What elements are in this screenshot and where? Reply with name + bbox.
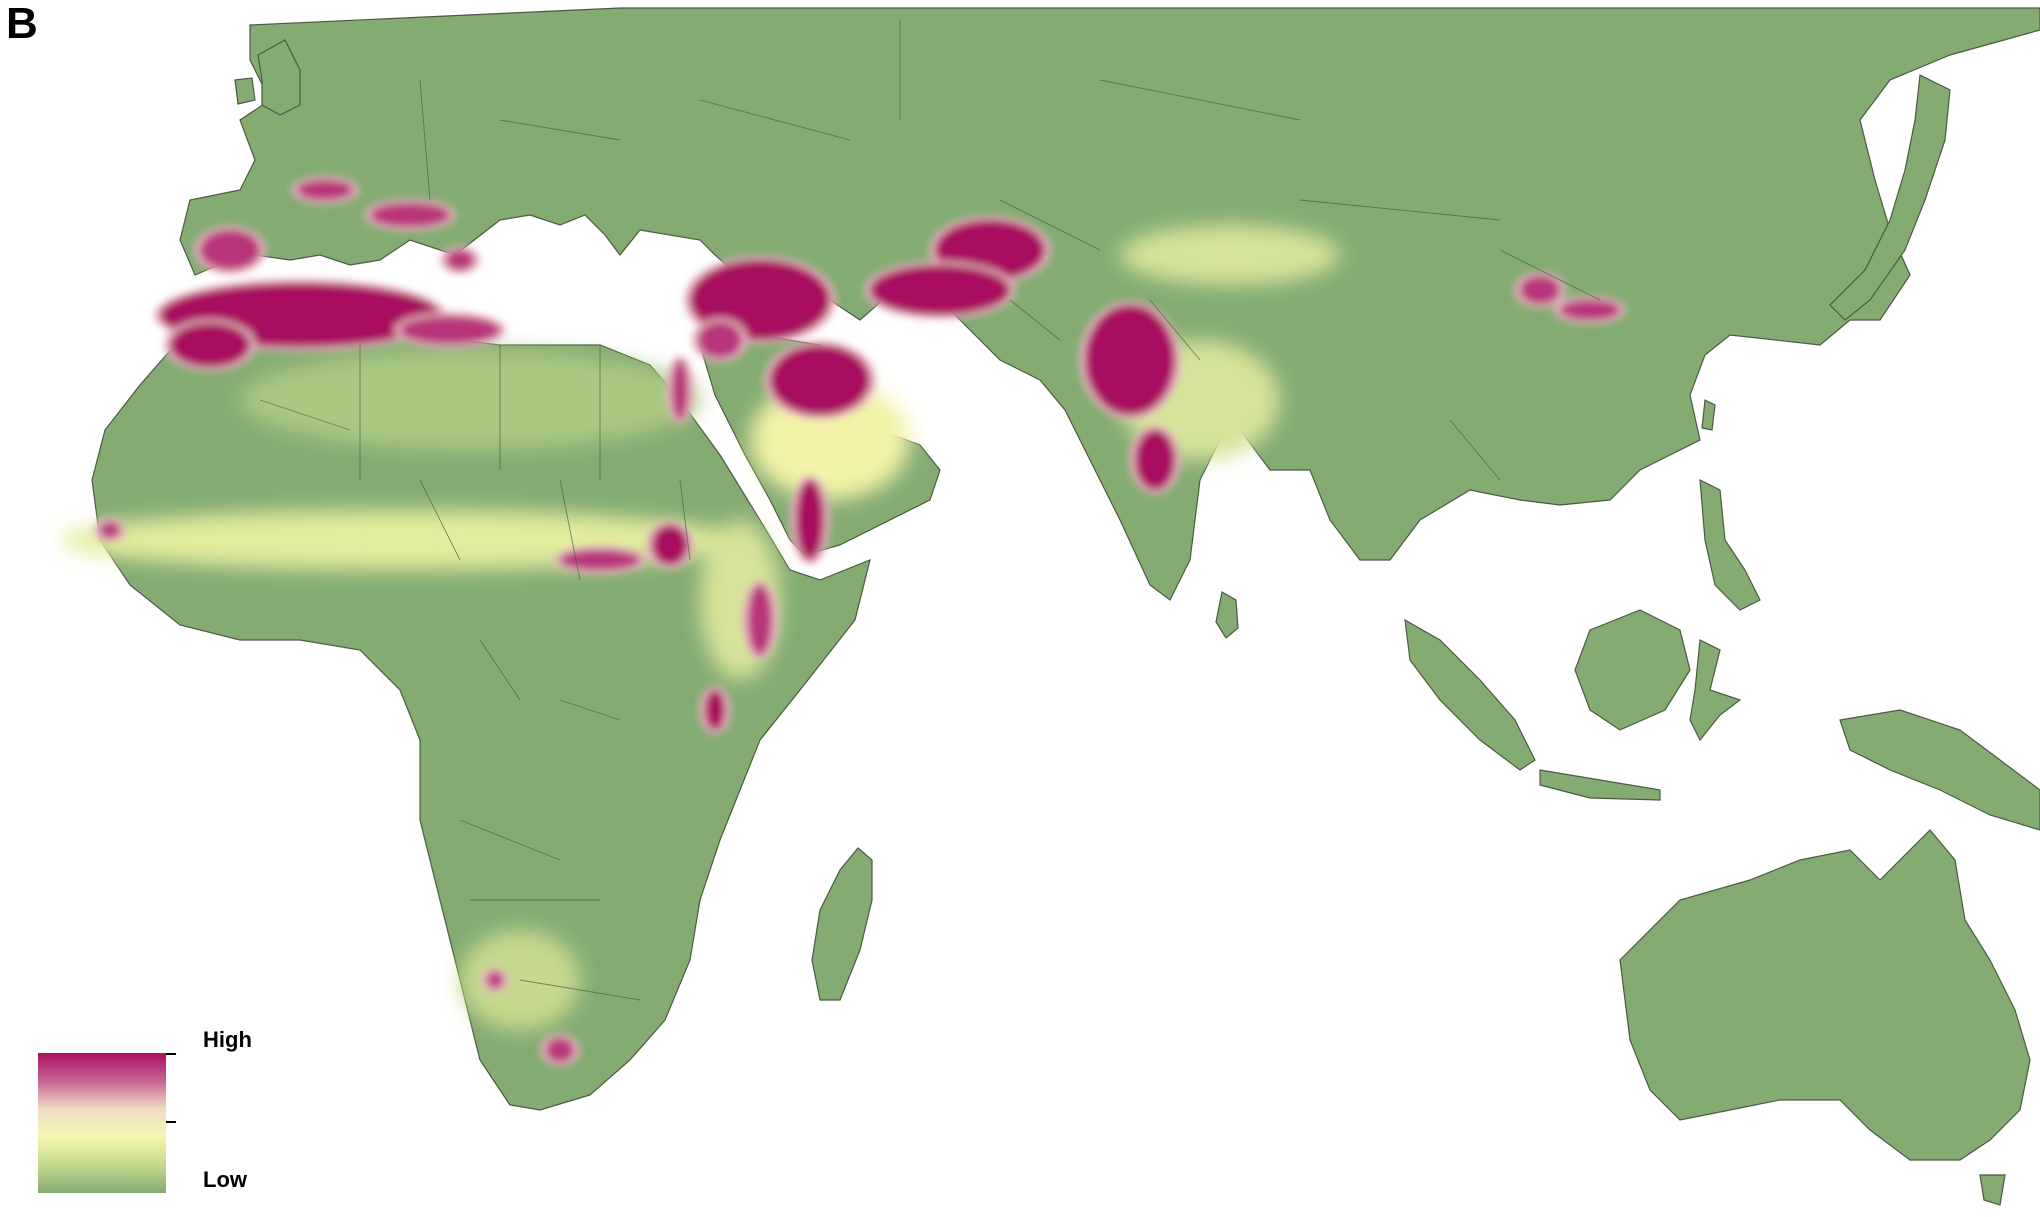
hotspot-region: [400, 316, 500, 344]
landmass-eurasia: [179, 7, 2040, 601]
hotspot-region: [1560, 300, 1620, 320]
hotspot-region: [170, 323, 250, 367]
hotspot-region: [1520, 276, 1560, 304]
belt-sahara: [240, 350, 700, 450]
borders-layer: [259, 20, 1601, 1001]
landmass-sulawesi: [1689, 639, 1742, 742]
landmass-ireland: [234, 77, 256, 105]
landmass-borneo: [1574, 609, 1691, 731]
landmass-philippines: [1699, 478, 1761, 611]
landmass-japan: [1829, 74, 1951, 321]
hotspot-region: [770, 345, 870, 415]
hotspot-region: [672, 360, 688, 420]
legend-tick-mid: [166, 1121, 176, 1123]
hotspot-region: [297, 180, 353, 200]
landmass-java: [1539, 769, 1661, 801]
hotspot-region: [546, 1038, 574, 1062]
hotspot-region: [560, 550, 640, 570]
hotspot-region: [370, 203, 450, 227]
landmass-britain: [257, 39, 301, 116]
legend-gradient-bar: [38, 1053, 166, 1193]
landmass-new-guinea: [1839, 709, 2040, 831]
hotspot-region: [487, 972, 503, 988]
hotspot-region: [100, 522, 120, 538]
hotspot-region: [796, 480, 824, 560]
landmass-sri-lanka: [1215, 591, 1239, 639]
landmass-sumatra: [1404, 618, 1536, 771]
landmass-taiwan: [1701, 399, 1716, 431]
hotspot-region: [1085, 305, 1175, 415]
hotspot-region: [652, 525, 688, 565]
legend-high-label: High: [203, 1027, 252, 1052]
border-lines: [259, 20, 1601, 1001]
hotspot-region: [705, 690, 725, 730]
hotspot-region: [446, 250, 474, 270]
hotspot-region: [1135, 430, 1175, 490]
landmass-madagascar: [811, 847, 873, 1001]
hotspot-region: [698, 322, 742, 358]
legend-tick-high: [166, 1053, 176, 1055]
legend-low-label: Low: [203, 1167, 247, 1192]
land-layer: [91, 7, 2040, 1206]
hotspot-region: [200, 230, 260, 270]
hotspot-layer: [94, 176, 1626, 1066]
landmass-australia: [1619, 829, 2031, 1161]
hotspot-region: [748, 585, 772, 655]
panel-label: B: [6, 0, 38, 48]
landmass-tasmania: [1979, 1174, 2006, 1206]
belt-taklamakan: [1120, 225, 1340, 285]
hotspot-region: [870, 265, 1010, 315]
